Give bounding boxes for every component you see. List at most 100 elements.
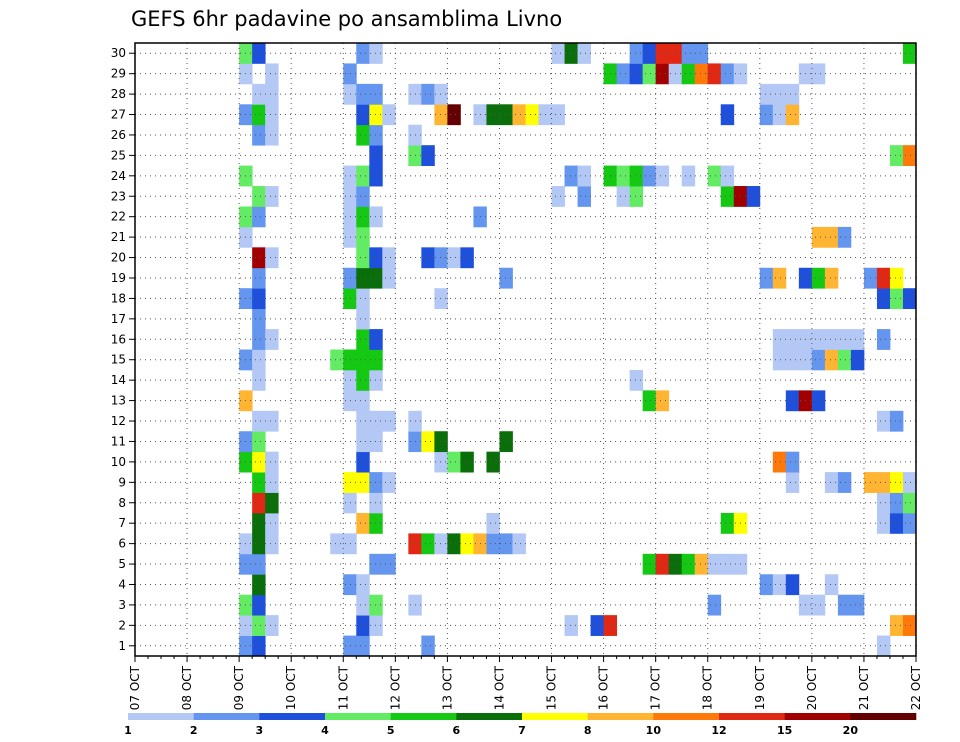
heatmap-cell [824, 349, 839, 371]
chart-title: GEFS 6hr padavine po ansamblima Livno [131, 7, 562, 31]
heatmap-cell [876, 329, 891, 350]
heatmap-cell [889, 410, 904, 432]
heatmap-cell [772, 83, 787, 105]
heatmap-cell [837, 226, 852, 248]
heatmap-cell [564, 43, 578, 64]
heatmap-cell [577, 43, 591, 64]
heatmap-cell [434, 451, 448, 473]
colorbar-label: 10 [646, 724, 662, 737]
x-tick-label: 08 OCT [180, 665, 194, 710]
colorbar-swatch [784, 713, 851, 720]
heatmap-cell [876, 492, 891, 514]
heatmap-cell [759, 574, 774, 596]
y-tick-label: 8 [118, 496, 126, 510]
colorbar-swatch [653, 713, 720, 720]
heatmap-cell [486, 104, 500, 126]
y-tick-label: 13 [111, 394, 126, 408]
heatmap-cell [512, 533, 526, 555]
heatmap-cell [356, 206, 370, 228]
heatmap-cell [356, 267, 370, 289]
heatmap-cell [252, 267, 266, 289]
heatmap-cell [343, 492, 357, 514]
heatmap-cell [824, 226, 839, 248]
x-tick-label: 15 OCT [545, 665, 559, 710]
heatmap-cell [382, 472, 396, 493]
heatmap-cell [460, 533, 474, 555]
heatmap-cell [343, 206, 357, 228]
y-tick-label: 3 [118, 598, 126, 612]
heatmap-cell [369, 472, 383, 493]
heatmap-cell [382, 247, 396, 269]
heatmap-cell [252, 369, 266, 391]
heatmap-cell [252, 349, 266, 371]
heatmap-cell [655, 553, 670, 575]
y-tick-label: 30 [111, 46, 126, 60]
heatmap-cell [252, 43, 266, 64]
heatmap-cell [902, 145, 917, 166]
heatmap-cell [629, 186, 644, 207]
heatmap-cell [525, 104, 539, 126]
heatmap-cell [837, 594, 852, 616]
heatmap-cell [369, 206, 383, 228]
heatmap-cell [369, 329, 383, 350]
y-tick-label: 10 [111, 455, 126, 469]
x-tick-label: 11 OCT [336, 665, 350, 710]
heatmap-cell [369, 410, 383, 432]
heatmap-cell [876, 267, 891, 289]
heatmap-cell [720, 165, 735, 187]
heatmap-cell [343, 83, 357, 105]
heatmap-cell [681, 43, 696, 64]
heatmap-cell [265, 83, 279, 105]
y-tick-label: 16 [111, 332, 126, 346]
heatmap-cell [889, 288, 904, 310]
heatmap-cell [876, 410, 891, 432]
heatmap-cell [720, 553, 735, 575]
x-tick-label: 07 OCT [128, 665, 142, 710]
heatmap-cell [356, 390, 370, 412]
heatmap-cell [265, 492, 279, 514]
x-tick-label: 13 OCT [440, 665, 454, 710]
y-tick-label: 29 [111, 67, 126, 81]
heatmap-cell [356, 329, 370, 350]
heatmap-cell [850, 594, 865, 616]
heatmap-cell [902, 288, 917, 310]
heatmap-cell [330, 349, 344, 371]
heatmap-cell [512, 104, 526, 126]
heatmap-cell [655, 43, 670, 64]
y-tick-label: 23 [111, 189, 126, 203]
heatmap-cell [265, 104, 279, 126]
y-tick-label: 25 [111, 148, 126, 162]
colorbar-swatch [193, 713, 260, 720]
heatmap-cell [824, 472, 839, 493]
y-tick-label: 28 [111, 87, 126, 101]
y-tick-label: 19 [111, 271, 126, 285]
heatmap-cell [499, 267, 513, 289]
y-tick-label: 4 [118, 577, 126, 591]
heatmap-cell [343, 390, 357, 412]
y-tick-label: 11 [111, 434, 126, 448]
heatmap-cell [837, 349, 852, 371]
x-tick-label: 10 OCT [284, 665, 298, 710]
heatmap-cell [434, 104, 448, 126]
heatmap-cell [421, 635, 435, 657]
y-tick-label: 9 [118, 475, 126, 489]
heatmap-cell [642, 43, 657, 64]
x-tick-label: 12 OCT [388, 665, 402, 710]
heatmap-cell [707, 63, 722, 85]
heatmap-cell [369, 83, 383, 105]
heatmap-cell [694, 553, 709, 575]
heatmap-cell [252, 206, 266, 228]
heatmap-cell [551, 104, 565, 126]
heatmap-cell [356, 308, 370, 330]
heatmap-cell [356, 512, 370, 534]
heatmap-cell [811, 390, 826, 412]
heatmap-cell [343, 635, 357, 657]
heatmap-cell [369, 145, 383, 166]
colorbar-label: 4 [321, 724, 329, 737]
heatmap-cell [369, 43, 383, 64]
colorbar-swatch [850, 713, 917, 720]
x-tick-label: 22 OCT [909, 665, 923, 710]
heatmap-cell [720, 512, 735, 534]
heatmap-cell [343, 472, 357, 493]
heatmap-cell [746, 186, 761, 207]
